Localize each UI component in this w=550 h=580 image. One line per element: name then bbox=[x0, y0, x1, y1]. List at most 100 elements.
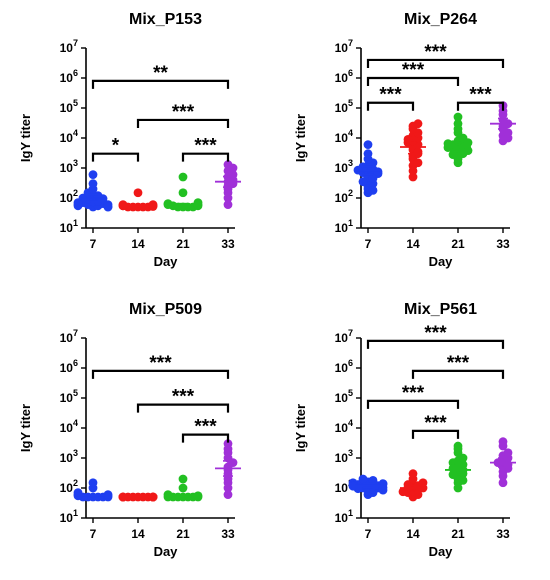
data-point bbox=[103, 490, 113, 500]
y-axis-label: IgY titer bbox=[293, 404, 308, 452]
data-point bbox=[133, 188, 143, 198]
y-tick-label: 103 bbox=[335, 448, 353, 465]
data-point bbox=[178, 474, 188, 484]
x-axis-label: Day bbox=[154, 254, 179, 269]
y-tick-label: 105 bbox=[335, 98, 353, 115]
y-tick-exponent: 1 bbox=[73, 508, 78, 518]
y-tick-base: 10 bbox=[60, 331, 74, 345]
y-axis-label: IgY titer bbox=[18, 404, 33, 452]
data-point bbox=[88, 478, 98, 488]
data-point bbox=[443, 139, 453, 149]
data-point bbox=[458, 475, 468, 485]
y-tick-base: 10 bbox=[335, 361, 349, 375]
data-point bbox=[163, 490, 173, 500]
x-tick-label: 21 bbox=[451, 237, 465, 251]
y-tick-label: 106 bbox=[335, 68, 353, 85]
data-point bbox=[418, 478, 428, 488]
y-tick-base: 10 bbox=[335, 451, 349, 465]
y-tick-exponent: 1 bbox=[73, 218, 78, 228]
y-tick-label: 101 bbox=[60, 508, 78, 525]
data-point bbox=[368, 185, 378, 195]
significance-bracket bbox=[91, 369, 230, 379]
y-tick-label: 102 bbox=[335, 188, 353, 205]
y-tick-label: 101 bbox=[335, 218, 353, 235]
data-point bbox=[118, 492, 128, 502]
y-tick-base: 10 bbox=[60, 131, 74, 145]
data-point bbox=[193, 198, 203, 208]
y-tick-base: 10 bbox=[60, 101, 74, 115]
data-point bbox=[223, 490, 233, 500]
data-point bbox=[403, 134, 413, 144]
data-point bbox=[503, 448, 513, 458]
y-tick-base: 10 bbox=[335, 481, 349, 495]
significance-bracket bbox=[136, 403, 230, 413]
y-tick-exponent: 6 bbox=[348, 68, 353, 78]
significance-bracket bbox=[411, 429, 460, 439]
y-tick-label: 103 bbox=[335, 158, 353, 175]
data-point bbox=[223, 200, 233, 210]
significance-label: *** bbox=[149, 353, 172, 374]
significance-label: *** bbox=[379, 85, 402, 106]
y-tick-label: 103 bbox=[60, 158, 78, 175]
y-tick-label: 105 bbox=[335, 388, 353, 405]
y-tick-label: 104 bbox=[335, 128, 353, 145]
data-point bbox=[358, 474, 368, 484]
data-point bbox=[178, 172, 188, 182]
x-axis-label: Day bbox=[429, 254, 454, 269]
x-tick-label: 33 bbox=[221, 237, 235, 251]
significance-bracket bbox=[181, 152, 230, 162]
y-tick-base: 10 bbox=[335, 421, 349, 435]
significance-label: *** bbox=[402, 383, 425, 404]
x-tick-label: 14 bbox=[406, 527, 420, 541]
x-tick-label: 7 bbox=[90, 527, 97, 541]
y-tick-exponent: 2 bbox=[348, 188, 353, 198]
y-tick-exponent: 1 bbox=[348, 508, 353, 518]
x-tick-label: 21 bbox=[176, 527, 190, 541]
significance-label: *** bbox=[172, 387, 195, 408]
y-tick-base: 10 bbox=[335, 331, 349, 345]
y-tick-label: 107 bbox=[60, 328, 78, 345]
data-point bbox=[403, 480, 413, 489]
significance-bracket bbox=[91, 79, 230, 89]
chart-panel-mix-p153: Mix_P153 101 102 103 104 105 106 107 7 14 21 33 Day I… bbox=[0, 0, 275, 290]
x-tick-label: 14 bbox=[406, 237, 420, 251]
y-tick-exponent: 5 bbox=[73, 98, 78, 108]
y-tick-label: 103 bbox=[60, 448, 78, 465]
data-point bbox=[103, 202, 113, 212]
y-tick-exponent: 6 bbox=[73, 68, 78, 78]
y-tick-exponent: 7 bbox=[73, 38, 78, 48]
y-tick-base: 10 bbox=[60, 481, 74, 495]
y-tick-exponent: 7 bbox=[348, 38, 353, 48]
data-point bbox=[73, 199, 83, 209]
significance-label: *** bbox=[194, 136, 217, 157]
y-tick-exponent: 4 bbox=[348, 128, 353, 138]
data-point bbox=[223, 160, 233, 169]
y-tick-exponent: 3 bbox=[73, 158, 78, 168]
y-tick-base: 10 bbox=[335, 71, 349, 85]
chart-title: Mix_P153 bbox=[129, 11, 202, 28]
y-tick-exponent: 6 bbox=[348, 358, 353, 368]
data-point bbox=[363, 140, 373, 150]
significance-bracket bbox=[366, 76, 460, 86]
y-tick-base: 10 bbox=[335, 221, 349, 235]
significance-bracket bbox=[456, 101, 505, 111]
x-tick-label: 7 bbox=[90, 237, 97, 251]
y-tick-base: 10 bbox=[335, 161, 349, 175]
data-point bbox=[463, 146, 473, 156]
chart-title: Mix_P264 bbox=[404, 11, 477, 28]
significance-label: *** bbox=[424, 42, 447, 63]
y-tick-base: 10 bbox=[60, 451, 74, 465]
data-point bbox=[348, 481, 358, 491]
data-point bbox=[413, 158, 423, 168]
data-point bbox=[88, 170, 98, 180]
x-tick-label: 14 bbox=[131, 527, 145, 541]
data-point bbox=[413, 119, 423, 129]
y-tick-label: 101 bbox=[60, 218, 78, 235]
x-axis-label: Day bbox=[429, 544, 454, 559]
x-tick-label: 21 bbox=[451, 527, 465, 541]
significance-label: *** bbox=[469, 85, 492, 106]
y-tick-exponent: 7 bbox=[348, 328, 353, 338]
significance-label: *** bbox=[424, 413, 447, 434]
